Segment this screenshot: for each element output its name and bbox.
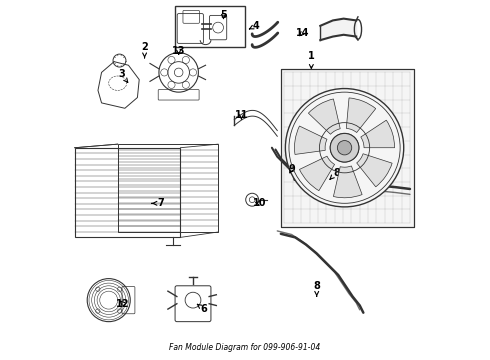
Wedge shape [333,166,362,198]
Text: 1: 1 [308,51,315,68]
Bar [118,144,218,232]
Text: 8: 8 [330,168,340,179]
Text: 9: 9 [288,164,295,174]
Text: 10: 10 [252,198,266,208]
Text: 13: 13 [172,46,185,56]
Text: 8: 8 [313,281,320,296]
Text: 14: 14 [295,28,309,38]
Wedge shape [294,126,327,154]
Text: 3: 3 [118,69,128,82]
Text: Fan Module Diagram for 099-906-91-04: Fan Module Diagram for 099-906-91-04 [170,343,320,352]
Wedge shape [308,99,340,134]
Wedge shape [299,156,335,191]
Text: 6: 6 [197,304,207,314]
Circle shape [338,140,352,155]
Text: 12: 12 [116,299,130,309]
Bar [175,6,245,47]
Text: 7: 7 [152,198,164,208]
Bar [281,69,414,226]
Circle shape [285,89,404,207]
Text: 4: 4 [249,21,259,31]
Bar [281,69,414,226]
Wedge shape [361,120,394,148]
Wedge shape [346,98,376,132]
Text: 11: 11 [235,111,248,121]
Text: 2: 2 [141,42,148,58]
Circle shape [330,134,359,162]
Text: 5: 5 [220,10,227,20]
Wedge shape [357,154,392,187]
Bar [74,148,180,237]
